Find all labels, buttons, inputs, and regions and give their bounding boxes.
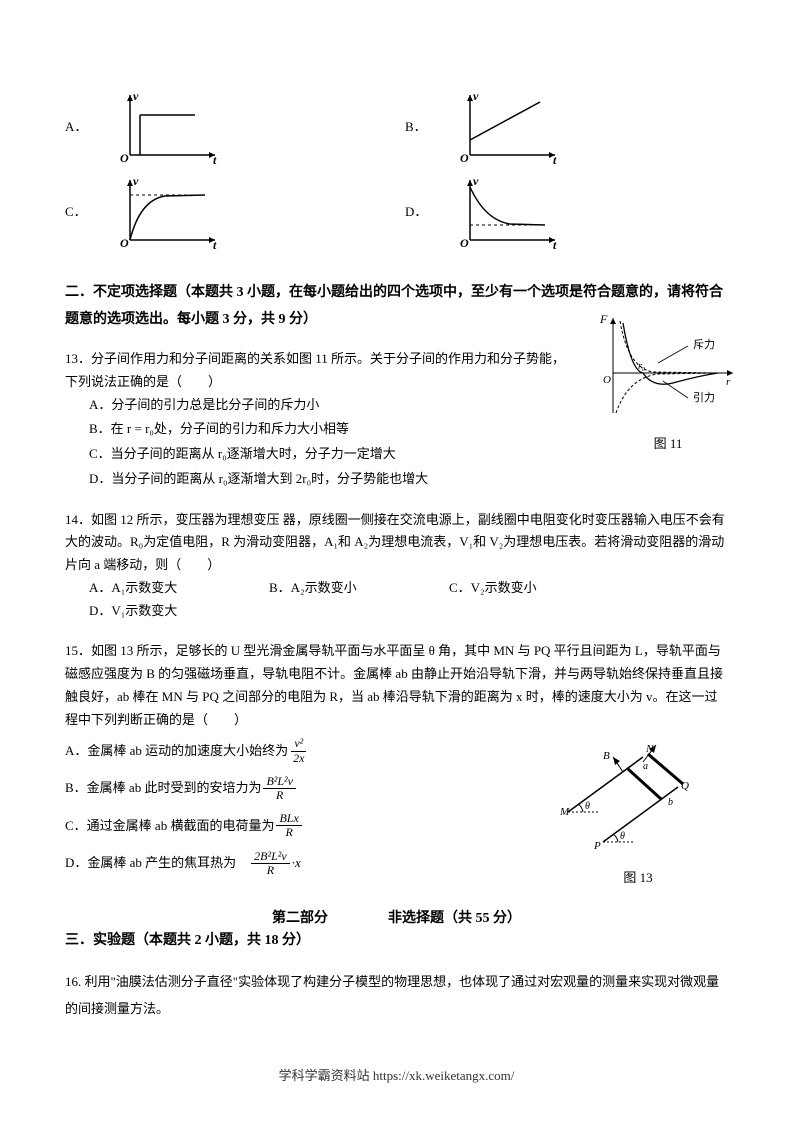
graph-row-2: C． O t v D． O: [65, 175, 728, 250]
svg-text:O: O: [460, 236, 469, 250]
question-16: 16. 利用"油膜法估测分子直径"实验体现了构建分子模型的物理思想，也体现了通过…: [65, 968, 728, 1023]
q15-c-num: BLx: [276, 812, 301, 826]
q15-a-num: v²: [291, 737, 306, 751]
figure-11: F O r₀ r 斥力 引力 图 11: [598, 313, 738, 456]
graph-a: O t v: [115, 90, 225, 165]
svg-text:r: r: [726, 376, 731, 388]
q15-c-prefix: C．通过金属棒 ab 横截面的电荷量为: [65, 815, 274, 838]
graph-row-1: A． O t v B． O t: [65, 90, 728, 165]
svg-text:t: t: [553, 153, 557, 165]
svg-text:t: t: [213, 153, 217, 165]
svg-text:r₀: r₀: [638, 361, 646, 372]
graph-b-svg: O t v: [455, 90, 565, 165]
svg-text:P: P: [593, 840, 601, 852]
graph-options-grid: A． O t v B． O t: [65, 90, 728, 250]
q15-opt-b: B．金属棒 ab 此时受到的安培力为 B²L²vR: [65, 775, 528, 802]
q15-b-den: R: [273, 789, 286, 802]
graph-a-svg: O t v: [115, 90, 225, 165]
q15-d-den: R: [264, 864, 277, 877]
fig-11-label: 图 11: [598, 433, 738, 456]
part-2-header: 第二部分 非选择题（共 55 分）: [65, 908, 728, 930]
graph-b: O t v: [455, 90, 565, 165]
q14-stem: 14．如图 12 所示，变压器为理想变压 器，原线圈一侧接在交流电源上，副线圈中…: [65, 509, 728, 577]
page-footer: 学科学霸资料站 https://xk.weiketangx.com/: [0, 1066, 793, 1087]
q15-options: A．金属棒 ab 运动的加速度大小始终为 v²2x B．金属棒 ab 此时受到的…: [65, 737, 528, 887]
svg-text:v: v: [133, 175, 139, 188]
svg-text:v: v: [133, 90, 139, 103]
svg-text:B: B: [603, 750, 610, 762]
option-d-label: D．: [405, 202, 435, 223]
q15-b-frac: B²L²vR: [263, 775, 296, 802]
svg-text:O: O: [120, 151, 129, 165]
graph-c: O t v: [115, 175, 225, 250]
svg-text:斥力: 斥力: [693, 338, 715, 351]
graph-d: O t v: [455, 175, 565, 250]
svg-text:F: F: [599, 313, 608, 326]
figure-13: M N P Q B a b θ θ 图 13: [548, 737, 728, 890]
graph-c-svg: O t v: [115, 175, 225, 250]
q13-opt-d: D．当分子间的距离从 r₀逐渐增大到 2r₀时，分子势能也增大: [89, 468, 728, 491]
q15-c-frac: BLxR: [276, 812, 301, 839]
svg-text:O: O: [120, 236, 129, 250]
svg-text:t: t: [553, 238, 557, 250]
q15-d-suffix: ·x: [292, 852, 301, 875]
svg-text:O: O: [603, 374, 611, 386]
option-b-label: B．: [405, 117, 435, 138]
question-15: 15．如图 13 所示，足够长的 U 型光滑金属导轨平面与水平面呈 θ 角，其中…: [65, 640, 728, 890]
q14-opt-a: A．A₁示数变大: [89, 577, 269, 600]
q15-stem: 15．如图 13 所示，足够长的 U 型光滑金属导轨平面与水平面呈 θ 角，其中…: [65, 640, 728, 731]
q16-stem: 16. 利用"油膜法估测分子直径"实验体现了构建分子模型的物理思想，也体现了通过…: [65, 968, 728, 1023]
q15-c-den: R: [282, 826, 295, 839]
option-c-label: C．: [65, 202, 95, 223]
q15-d-prefix: D．金属棒 ab 产生的焦耳热为: [65, 852, 249, 875]
svg-text:引力: 引力: [693, 390, 715, 404]
part-2-subtitle: 非选择题（共 55 分）: [388, 908, 521, 930]
option-a-label: A．: [65, 117, 95, 138]
q14-options: A．A₁示数变大 B．A₂示数变小 C．V₂示数变小 D．V₁示数变大: [65, 577, 728, 623]
svg-text:Q: Q: [681, 780, 689, 792]
q15-a-prefix: A．金属棒 ab 运动的加速度大小始终为: [65, 740, 288, 763]
part-2-title: 第二部分: [272, 908, 328, 930]
q15-opt-c: C．通过金属棒 ab 横截面的电荷量为 BLxR: [65, 812, 528, 839]
svg-text:N: N: [645, 743, 654, 755]
figure-13-svg: M N P Q B a b θ θ: [548, 737, 728, 857]
svg-text:a: a: [643, 761, 648, 772]
section-3-heading: 三．实验题（本题共 2 小题，共 18 分）: [65, 930, 728, 952]
question-13: 13．分子间作用力和分子间距离的关系如图 11 所示。关于分子间的作用力和分子势…: [65, 348, 728, 491]
svg-text:v: v: [473, 175, 479, 188]
graph-d-svg: O t v: [455, 175, 565, 250]
q15-a-den: 2x: [290, 752, 307, 765]
svg-text:M: M: [559, 806, 570, 818]
question-14: 14．如图 12 所示，变压器为理想变压 器，原线圈一侧接在交流电源上，副线圈中…: [65, 509, 728, 623]
q14-opt-d: D．V₁示数变大: [89, 600, 269, 623]
svg-text:O: O: [460, 151, 469, 165]
q15-d-num: 2B²L²v: [251, 850, 290, 864]
q15-b-num: B²L²v: [263, 775, 296, 789]
svg-text:v: v: [473, 90, 479, 103]
q14-opt-c: C．V₂示数变小: [449, 577, 629, 600]
q15-opt-d: D．金属棒 ab 产生的焦耳热为 2B²L²vR ·x: [65, 850, 528, 877]
q14-opt-b: B．A₂示数变小: [269, 577, 449, 600]
fig-13-label: 图 13: [548, 867, 728, 890]
q15-a-frac: v²2x: [290, 737, 307, 764]
svg-text:θ: θ: [585, 801, 590, 812]
q15-b-prefix: B．金属棒 ab 此时受到的安培力为: [65, 777, 261, 800]
svg-text:b: b: [668, 797, 673, 808]
svg-text:t: t: [213, 238, 217, 250]
q15-d-frac: 2B²L²vR: [251, 850, 290, 877]
svg-text:θ: θ: [620, 831, 625, 842]
figure-11-svg: F O r₀ r 斥力 引力: [598, 313, 738, 423]
q15-opt-a: A．金属棒 ab 运动的加速度大小始终为 v²2x: [65, 737, 528, 764]
